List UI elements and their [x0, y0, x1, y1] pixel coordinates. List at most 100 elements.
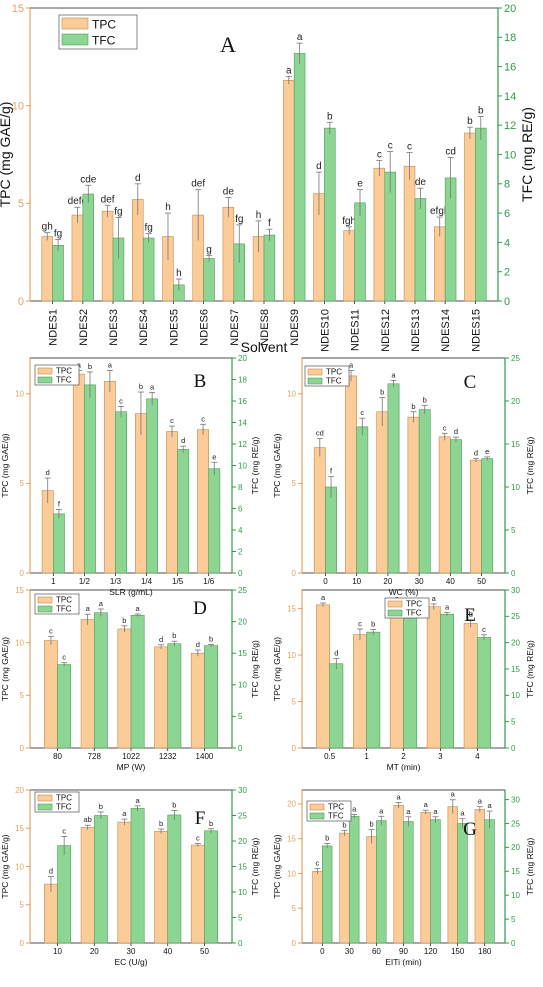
- left-tick-label: 5: [18, 198, 24, 210]
- sig-label-tfc: fg: [54, 228, 62, 239]
- left-axis-title: TPC (mg GAE/g): [0, 433, 10, 497]
- sig-label-tfc: b: [172, 800, 176, 809]
- right-tick-label: 0: [511, 744, 516, 753]
- legend-label-tpc: TPC: [326, 368, 342, 377]
- x-tick-label: 180: [478, 947, 492, 956]
- x-axis-title: WC (%): [389, 587, 419, 597]
- sig-label-tfc: fg: [114, 206, 122, 217]
- sig-label-tfc: fg: [235, 214, 243, 225]
- left-tick-label: 15: [287, 604, 296, 613]
- left-tick-label: 10: [287, 651, 296, 660]
- sig-label-tfc: a: [352, 804, 357, 813]
- right-tick-label: 0: [511, 939, 516, 948]
- sig-label-tpc: a: [349, 361, 354, 370]
- sig-label-tfc: f: [268, 218, 271, 229]
- bar-tpc: [343, 230, 355, 302]
- sig-label-tpc: b: [139, 382, 143, 391]
- bar-tfc: [324, 127, 336, 302]
- sig-label-tpc: h: [256, 210, 262, 221]
- bar-tfc: [204, 830, 218, 944]
- right-tick-label: 10: [238, 461, 247, 470]
- sig-label-tpc: de: [223, 186, 235, 197]
- left-tick-label: 20: [15, 786, 24, 795]
- right-tick-label: 4: [238, 526, 243, 535]
- x-axis-title: EITi (min): [385, 957, 422, 967]
- sig-label-tpc: c: [443, 423, 447, 432]
- x-tick-label: NDES12: [380, 309, 392, 352]
- bar-tfc: [418, 409, 431, 574]
- right-tick-label: 15: [511, 440, 520, 449]
- bar-tpc: [222, 206, 235, 302]
- left-tick-label: 15: [12, 3, 24, 15]
- sig-label-tpc: d: [159, 635, 163, 644]
- sig-label-tfc: e: [485, 447, 489, 456]
- sig-label-tfc: a: [136, 604, 141, 613]
- bar-tfc: [376, 820, 387, 944]
- sig-label-tpc: d: [196, 640, 200, 649]
- legend-swatch-tpc: [309, 803, 325, 811]
- sig-label-tfc: e: [357, 179, 363, 190]
- sig-label-tpc: a: [86, 604, 91, 613]
- sig-label-tfc: h: [176, 268, 182, 279]
- sig-label-tfc: e: [212, 452, 216, 461]
- sig-label-tfc: a: [487, 801, 492, 810]
- right-axis-title: TFC (mg RE/g): [525, 640, 535, 698]
- bar-tpc: [103, 380, 116, 574]
- bar-tfc: [208, 468, 221, 574]
- bar-tfc: [321, 845, 333, 944]
- right-tick-label: 0: [504, 296, 510, 308]
- bar-tpc: [366, 836, 377, 944]
- legend-swatch-tfc: [61, 33, 89, 46]
- right-tick-label: 10: [511, 691, 520, 700]
- bar-tfc: [403, 616, 418, 749]
- legend-swatch-tfc: [37, 376, 53, 384]
- bar-tpc: [80, 619, 95, 749]
- legend-swatch-tpc: [37, 367, 53, 375]
- sig-label-tpc: a: [286, 65, 292, 76]
- sig-label-tpc: b: [342, 820, 346, 829]
- x-tick-label: 90: [399, 947, 408, 956]
- bar-tfc: [167, 643, 182, 749]
- left-tick-label: 5: [292, 904, 297, 913]
- sig-label-tpc: b: [469, 610, 473, 619]
- right-tick-label: 30: [511, 586, 520, 595]
- x-tick-label: 3: [438, 752, 443, 761]
- right-tick-label: 15: [238, 649, 247, 658]
- right-tick-label: 0: [238, 569, 243, 578]
- sig-label-tfc: b: [423, 395, 427, 404]
- x-tick-label: NDES7: [229, 309, 241, 346]
- left-axis-title: TPC (mg GAE/g): [272, 637, 282, 701]
- sig-label-tfc: c: [62, 826, 66, 835]
- bar-tfc: [440, 613, 454, 749]
- sig-label-tfc: b: [478, 105, 484, 116]
- bar-tfc: [82, 193, 95, 302]
- right-axis-title: TFC (mg RE/g): [525, 437, 535, 495]
- legend-label-tfc: TFC: [56, 605, 72, 614]
- sig-label-tfc: b: [88, 362, 92, 371]
- x-tick-label: 1/5: [172, 577, 184, 586]
- bar-tpc: [117, 628, 132, 749]
- right-tick-label: 20: [238, 354, 247, 363]
- x-tick-label: 150: [451, 947, 465, 956]
- sig-label-tfc: a: [136, 796, 141, 805]
- bar-tpc: [72, 373, 85, 574]
- sig-label-tfc: b: [325, 834, 329, 843]
- bar-tfc: [366, 631, 381, 749]
- x-tick-label: 0.5: [324, 752, 336, 761]
- right-tick-label: 10: [238, 681, 247, 690]
- legend-label-tfc: TFC: [56, 803, 72, 812]
- sig-label-tpc: c: [377, 149, 382, 160]
- left-axis-title: TPC (mg GAE/g): [0, 834, 10, 898]
- right-tick-label: 18: [238, 375, 247, 384]
- left-tick-label: 0: [20, 569, 25, 578]
- bar-tpc: [464, 132, 476, 302]
- legend-swatch-tpc: [37, 596, 53, 604]
- legend-swatch-tfc: [37, 803, 53, 811]
- sig-label-tpc: ab: [83, 815, 91, 824]
- sig-label-tfc: d: [454, 427, 458, 436]
- sig-label-tpc: a: [122, 809, 127, 818]
- panel-a: 0 5 10 15 0 2 4 6 8 10 12 14 16 18 20 TPC (mg GAE/g) TFC…: [0, 3, 535, 355]
- bar-tfc: [263, 234, 276, 302]
- sig-label-tpc: a: [424, 800, 429, 809]
- left-tick-label: 5: [20, 691, 25, 700]
